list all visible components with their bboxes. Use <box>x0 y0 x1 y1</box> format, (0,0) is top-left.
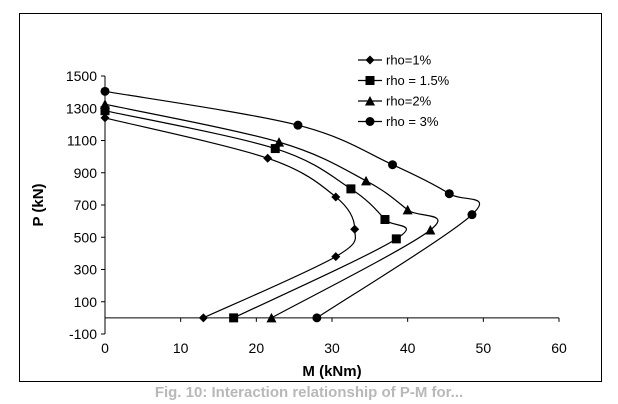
x-tick-label: 40 <box>400 340 416 356</box>
y-tick-label: 100 <box>74 294 98 310</box>
data-point <box>274 137 285 147</box>
x-axis-title: M (kNm) <box>302 363 361 380</box>
data-point <box>270 144 280 154</box>
legend-marker <box>365 96 375 106</box>
data-point <box>331 192 341 202</box>
series-3 <box>100 99 439 323</box>
legend-marker <box>365 76 375 85</box>
legend-label: rho = 3% <box>386 114 439 129</box>
x-tick-label: 50 <box>476 340 492 356</box>
data-point <box>402 204 413 215</box>
y-tick-label: 900 <box>74 165 98 181</box>
legend-item: rho = 3% <box>358 114 439 129</box>
data-point <box>312 313 322 323</box>
data-point <box>229 313 239 323</box>
data-point <box>100 113 110 123</box>
legend-label: rho=1% <box>386 53 432 68</box>
legend-label: rho=2% <box>386 94 432 109</box>
x-tick-label: 60 <box>551 340 567 356</box>
figure-caption: Fig. 10: Interaction relationship of P-M… <box>154 384 464 401</box>
data-point <box>331 252 341 262</box>
y-tick-label: 500 <box>74 229 98 245</box>
x-tick-label: 30 <box>324 340 340 356</box>
legend-marker <box>365 55 375 65</box>
series-line <box>104 103 439 319</box>
data-point <box>100 86 110 96</box>
data-point <box>388 160 398 170</box>
series-line <box>104 90 481 319</box>
legend-item: rho=2% <box>358 94 432 109</box>
series-line <box>104 117 356 319</box>
data-point <box>425 224 436 235</box>
data-point <box>391 234 401 244</box>
legend-item: rho=1% <box>358 53 432 68</box>
legend-item: rho = 1.5% <box>358 73 450 88</box>
x-tick-label: 0 <box>101 340 109 356</box>
data-point <box>361 175 372 186</box>
data-point <box>263 153 273 163</box>
x-tick-label: 20 <box>249 340 265 356</box>
data-point <box>293 120 303 130</box>
legend-label: rho = 1.5% <box>386 73 450 88</box>
axes: -100 100 300 500 700 900 1100 1300 1500 0 10 20 30 40… <box>30 68 567 380</box>
y-tick-label: 1300 <box>66 100 97 116</box>
x-tick-label: 10 <box>173 340 189 356</box>
data-point <box>266 312 277 323</box>
series-line <box>104 110 407 319</box>
y-axis-title: P (kN) <box>30 183 47 226</box>
data-point <box>100 99 110 109</box>
data-point <box>350 224 360 234</box>
y-tick-label: 1500 <box>66 68 97 84</box>
data-point <box>467 210 477 220</box>
series-layer <box>100 86 481 323</box>
series-2 <box>100 106 407 323</box>
y-tick-label: 300 <box>74 262 98 278</box>
legend: rho=1% rho = 1.5% rho=2% rho = 3% <box>358 53 450 129</box>
chart-frame <box>19 13 602 382</box>
y-tick-label: -100 <box>69 326 97 342</box>
y-tick-label: 700 <box>74 197 98 213</box>
series-1 <box>100 113 360 323</box>
data-point <box>100 106 110 116</box>
data-point <box>444 189 454 199</box>
data-point <box>380 215 390 225</box>
y-tick-label: 1100 <box>67 133 97 149</box>
legend-marker <box>365 117 375 126</box>
data-point <box>198 313 208 323</box>
data-point <box>346 184 356 194</box>
series-4 <box>100 86 481 323</box>
